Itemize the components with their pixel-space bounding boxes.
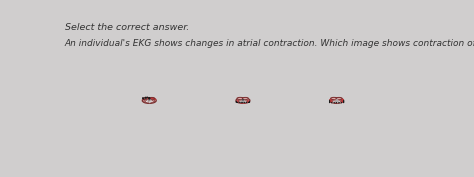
Ellipse shape <box>243 100 247 102</box>
Ellipse shape <box>336 97 342 99</box>
Ellipse shape <box>237 97 244 99</box>
Ellipse shape <box>332 99 341 103</box>
Ellipse shape <box>237 99 249 103</box>
Ellipse shape <box>242 97 248 99</box>
Ellipse shape <box>336 100 340 102</box>
Ellipse shape <box>333 100 337 102</box>
Circle shape <box>242 99 244 100</box>
Ellipse shape <box>149 100 153 102</box>
Ellipse shape <box>339 98 344 103</box>
Ellipse shape <box>236 98 250 103</box>
Ellipse shape <box>239 100 243 102</box>
Ellipse shape <box>142 98 156 103</box>
Ellipse shape <box>143 97 150 99</box>
Ellipse shape <box>238 99 247 103</box>
Ellipse shape <box>329 98 334 103</box>
Text: Select the correct answer.: Select the correct answer. <box>65 23 189 32</box>
Ellipse shape <box>331 97 337 99</box>
Ellipse shape <box>145 100 150 102</box>
Ellipse shape <box>144 99 155 103</box>
Ellipse shape <box>149 97 155 99</box>
Ellipse shape <box>329 98 344 103</box>
Ellipse shape <box>142 98 156 101</box>
Text: An individual's EKG shows changes in atrial contraction. Which image shows contr: An individual's EKG shows changes in atr… <box>65 39 474 48</box>
